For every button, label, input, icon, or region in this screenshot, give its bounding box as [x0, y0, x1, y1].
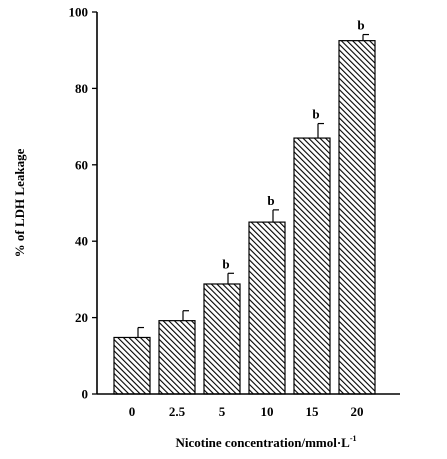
bar-0 [113, 336, 151, 395]
x-axis-title-text: Nicotine concentration/mmol·L [175, 435, 350, 450]
error-bar [272, 209, 279, 223]
x-tick-label: 0 [129, 404, 136, 419]
x-tick-label: 2.5 [169, 404, 186, 419]
y-tick-label: 80 [75, 81, 88, 96]
x-tick-label: 10 [261, 404, 274, 419]
x-tick-label: 5 [219, 404, 226, 419]
bars-layer [113, 40, 376, 395]
x-axis-ticks: 0 2.5 5 10 15 20 [129, 404, 364, 419]
error-bars-layer [137, 33, 369, 338]
x-axis-title: Nicotine concentration/mmol·L-1 [175, 434, 356, 450]
error-bar [137, 326, 144, 338]
x-tick-label: 20 [351, 404, 364, 419]
bar-10 [248, 221, 286, 395]
error-bar [227, 272, 234, 284]
significance-labels-layer: b b b b [222, 18, 364, 272]
significance-label: b [312, 107, 319, 122]
bar-5 [203, 283, 241, 395]
x-tick-label: 15 [306, 404, 320, 419]
y-tick-label: 60 [75, 157, 88, 172]
y-tick-label: 20 [75, 310, 88, 325]
bar-15 [293, 137, 331, 395]
y-tick-label: 40 [75, 234, 88, 249]
error-bar [317, 122, 324, 139]
y-axis-ticks: 0 20 40 60 80 100 [69, 5, 97, 402]
error-bar [182, 310, 189, 321]
significance-label: b [267, 193, 274, 208]
y-tick-label: 100 [69, 5, 89, 20]
y-tick-label: 0 [82, 387, 89, 402]
y-axis-title: % of LDH Leakage [12, 148, 27, 257]
x-axis-title-superscript: -1 [350, 434, 357, 443]
bar-20 [338, 40, 376, 395]
significance-label: b [222, 256, 229, 271]
bar-2-5 [158, 320, 196, 395]
significance-label: b [357, 18, 364, 33]
error-bar [362, 33, 369, 41]
